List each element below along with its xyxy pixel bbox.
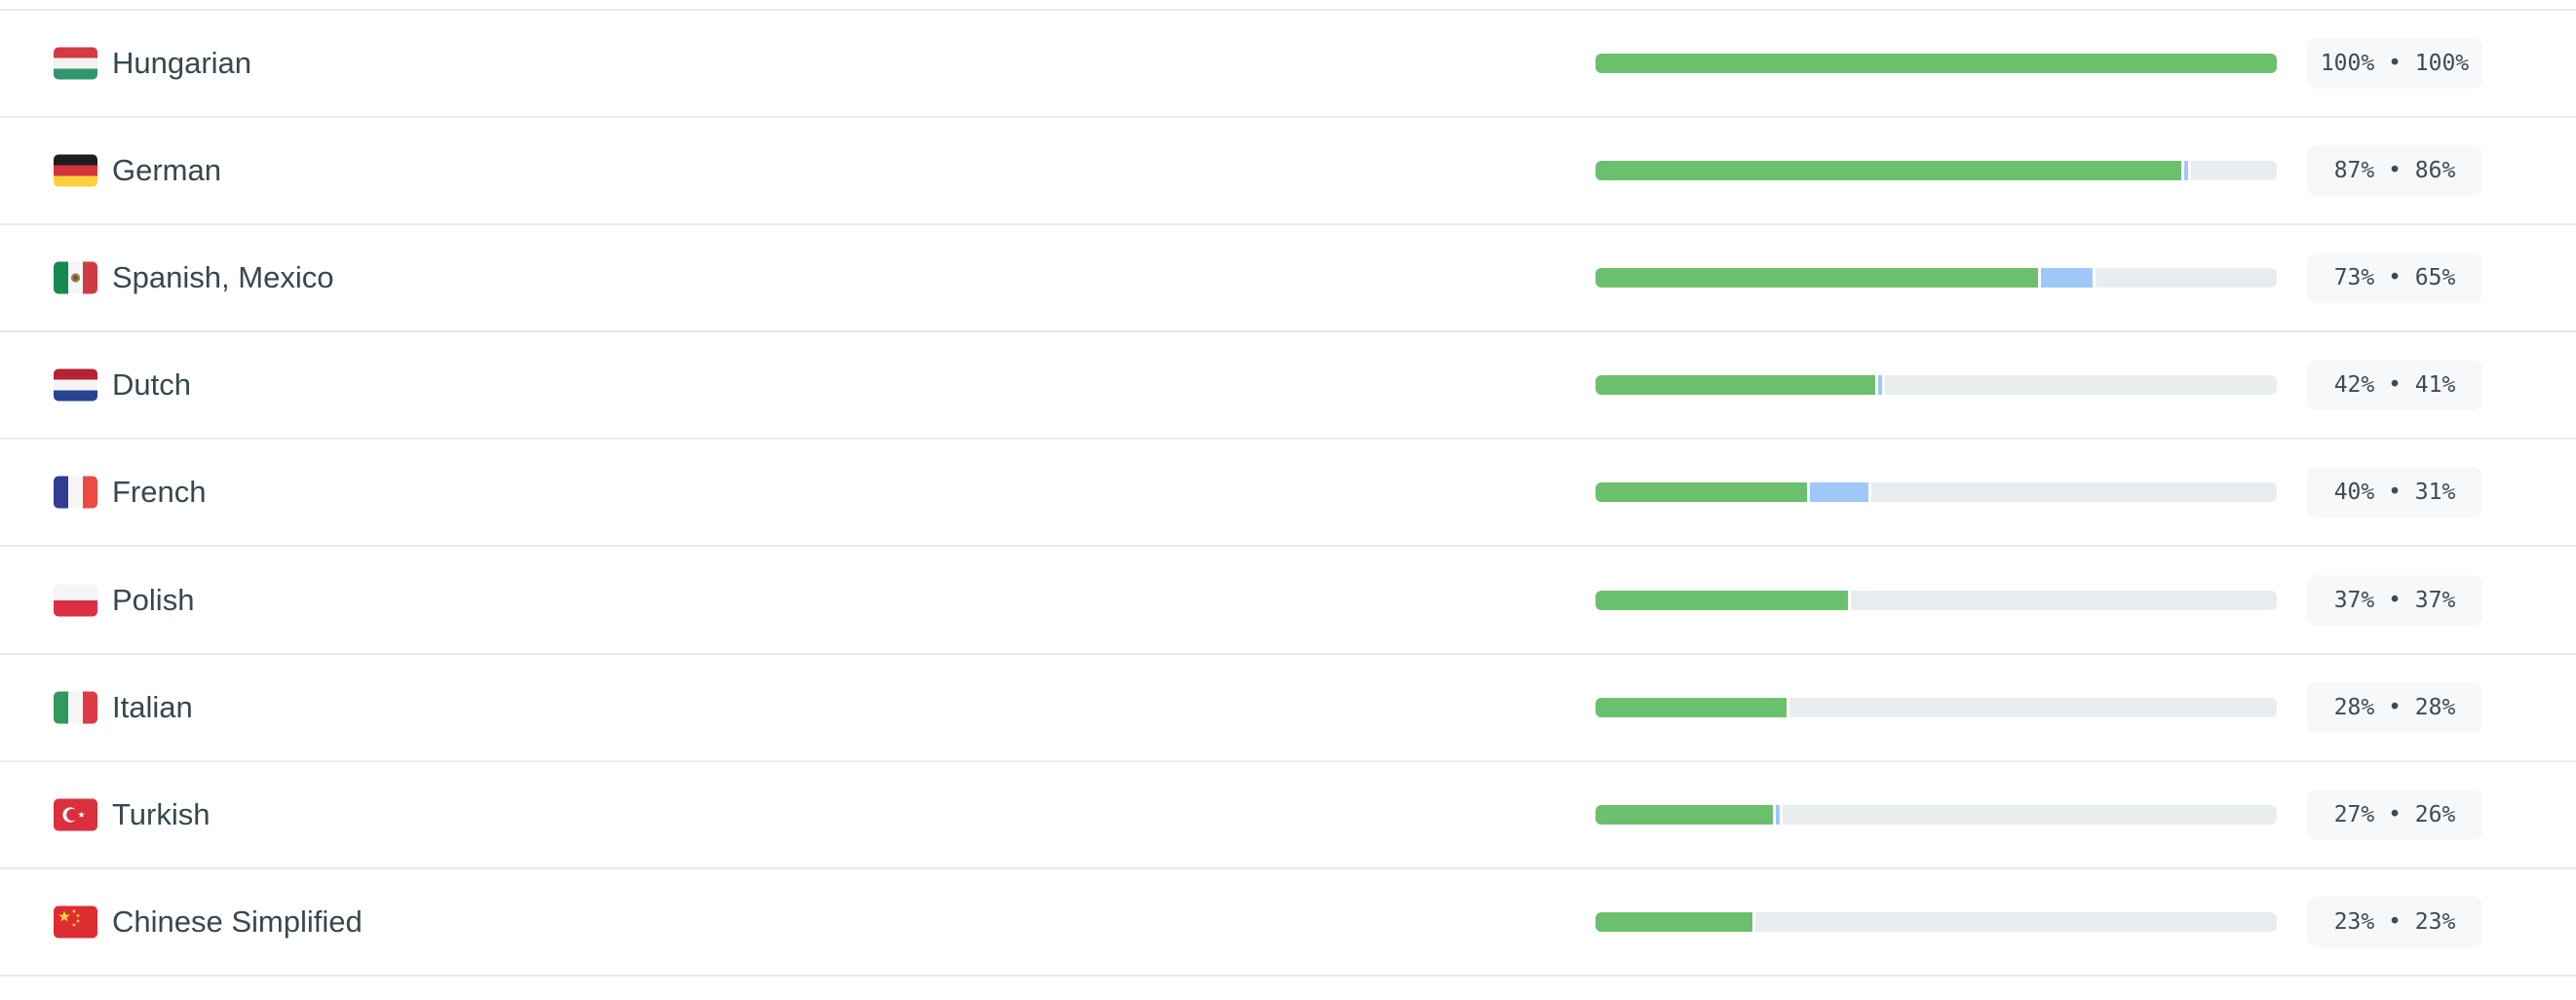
translation-percent-badge: 23% • 23% bbox=[2307, 896, 2482, 947]
progress-segment-gap bbox=[2038, 268, 2042, 288]
language-name[interactable]: Italian bbox=[112, 689, 193, 724]
translation-progress-bar bbox=[1596, 161, 2277, 181]
turkey-flag-icon bbox=[54, 798, 97, 831]
progress-segment-green bbox=[1596, 911, 1752, 932]
progress-segment-gap bbox=[1847, 590, 1851, 610]
language-row-italian[interactable]: Italian 28% • 28% bbox=[0, 652, 2576, 760]
language-row-turkish[interactable]: Turkish 27% • 26% bbox=[0, 759, 2576, 867]
translation-percent-badge: 87% • 86% bbox=[2307, 145, 2482, 197]
translation-percent-badge: 37% • 37% bbox=[2307, 574, 2482, 626]
language-row-dutch[interactable]: Dutch 42% • 41% bbox=[0, 330, 2576, 439]
language-row-german[interactable]: German 87% • 86% bbox=[0, 116, 2576, 224]
progress-segment-green bbox=[1596, 54, 2277, 74]
language-name[interactable]: Spanish, Mexico bbox=[112, 260, 334, 295]
language-name[interactable]: Turkish bbox=[112, 796, 211, 831]
netherlands-flag-icon bbox=[54, 368, 97, 402]
poland-flag-icon bbox=[54, 584, 97, 617]
progress-segment-gap bbox=[2181, 161, 2185, 181]
progress-segment-blue bbox=[1775, 804, 1780, 825]
language-name[interactable]: Polish bbox=[112, 582, 195, 617]
translation-progress-bar bbox=[1596, 482, 2277, 503]
progress-segment-green bbox=[1596, 161, 2182, 181]
translation-progress-bar bbox=[1596, 268, 2277, 288]
translation-percent-badge: 40% • 31% bbox=[2307, 467, 2482, 519]
italy-flag-icon bbox=[54, 691, 97, 724]
progress-segment-gap bbox=[1806, 482, 1810, 503]
progress-segment-green bbox=[1596, 804, 1773, 825]
language-row-french[interactable]: French 40% • 31% bbox=[0, 438, 2576, 546]
translation-progress-bar bbox=[1596, 590, 2277, 610]
progress-segment-blue bbox=[2041, 268, 2094, 288]
language-row-spanish-mexico[interactable]: Spanish, Mexico 73% • 65% bbox=[0, 223, 2576, 331]
progress-segment-green bbox=[1596, 375, 1875, 396]
language-progress-list: Hungarian 100% • 100% German 87% • 86% S… bbox=[0, 9, 2576, 977]
china-flag-icon bbox=[54, 905, 97, 939]
language-row-hungarian[interactable]: Hungarian 100% • 100% bbox=[0, 9, 2576, 117]
translation-progress-bar bbox=[1596, 911, 2277, 932]
progress-segment-gap bbox=[1779, 804, 1783, 825]
language-row-polish[interactable]: Polish 37% • 37% bbox=[0, 545, 2576, 653]
translation-progress-bar bbox=[1596, 54, 2277, 74]
language-name[interactable]: German bbox=[112, 153, 221, 188]
translation-progress-bar bbox=[1596, 804, 2277, 825]
france-flag-icon bbox=[54, 476, 97, 509]
progress-segment-green bbox=[1596, 482, 1807, 503]
progress-segment-blue bbox=[1877, 375, 1882, 396]
language-name[interactable]: Chinese Simplified bbox=[112, 904, 363, 939]
progress-segment-green bbox=[1596, 268, 2039, 288]
progress-segment-gap bbox=[2188, 161, 2192, 181]
progress-segment-blue bbox=[1809, 482, 1868, 503]
progress-segment-gap bbox=[1867, 482, 1871, 503]
mexico-flag-icon bbox=[54, 261, 97, 294]
hungary-flag-icon bbox=[54, 47, 97, 80]
translation-percent-badge: 28% • 28% bbox=[2307, 681, 2482, 733]
progress-segment-blue bbox=[2184, 161, 2189, 181]
progress-segment-gap bbox=[1786, 697, 1789, 717]
translation-percent-badge: 27% • 26% bbox=[2307, 788, 2482, 840]
germany-flag-icon bbox=[54, 154, 97, 187]
progress-segment-gap bbox=[1772, 804, 1776, 825]
progress-segment-gap bbox=[1874, 375, 1878, 396]
progress-segment-green bbox=[1596, 697, 1787, 717]
progress-segment-gap bbox=[2093, 268, 2096, 288]
translation-progress-bar bbox=[1596, 375, 2277, 396]
language-name[interactable]: French bbox=[112, 475, 207, 510]
translation-percent-badge: 73% • 65% bbox=[2307, 252, 2482, 304]
progress-segment-gap bbox=[1881, 375, 1885, 396]
translation-progress-bar bbox=[1596, 697, 2277, 717]
translation-percent-badge: 100% • 100% bbox=[2307, 38, 2482, 90]
progress-segment-green bbox=[1596, 590, 1848, 610]
translation-percent-badge: 42% • 41% bbox=[2307, 360, 2482, 411]
language-row-chinese-simplified[interactable]: Chinese Simplified 23% • 23% bbox=[0, 866, 2576, 975]
language-name[interactable]: Dutch bbox=[112, 367, 191, 403]
progress-segment-gap bbox=[1751, 911, 1755, 932]
language-name[interactable]: Hungarian bbox=[112, 46, 252, 81]
